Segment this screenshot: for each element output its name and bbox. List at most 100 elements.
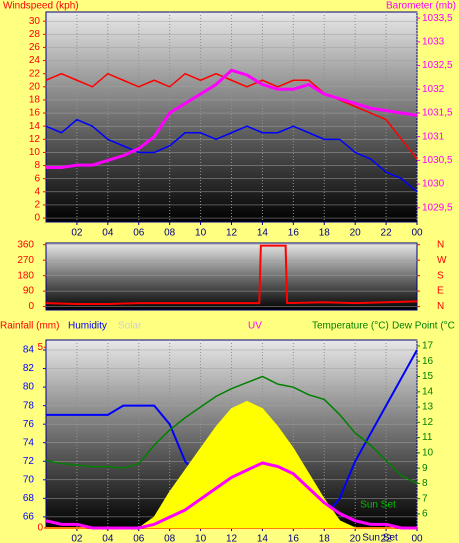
- y-tick-label: 6: [34, 173, 40, 184]
- y-tick-label: 10: [29, 147, 41, 158]
- y-tick-label: 12: [29, 134, 41, 145]
- line: [45, 375, 418, 485]
- y2-tick-label: 7: [422, 493, 428, 504]
- x-tick-label: 06: [133, 228, 145, 239]
- x-tick-label: 16: [288, 228, 300, 239]
- y-tick-label: 180: [17, 270, 34, 281]
- y2-tick-label: 1032,5: [422, 60, 453, 71]
- y-tick-label: 16: [29, 108, 41, 119]
- x-tick-label: 06: [133, 534, 145, 543]
- y2-tick-label: 15: [422, 371, 434, 382]
- y-tick-label: 84: [23, 345, 35, 356]
- legend-label: UV: [248, 321, 262, 332]
- y-tick-label: 68: [23, 493, 35, 504]
- y-tick-label: 22: [29, 68, 41, 79]
- x-tick-label: 08: [164, 534, 176, 543]
- y-tick-label: 76: [23, 419, 35, 430]
- x-tick-label: 14: [257, 228, 269, 239]
- y2-tick-label: 11: [422, 432, 433, 443]
- legend-label: Temperature (°C): [312, 321, 389, 332]
- x-tick-label: 22: [381, 228, 393, 239]
- y2-tick-label: 6: [422, 509, 428, 520]
- x-tick-label: 04: [102, 534, 114, 543]
- y-tick-label: 74: [23, 437, 35, 448]
- x-tick-label: 18: [319, 228, 331, 239]
- x-tick-label: 04: [102, 228, 114, 239]
- y2-tick-label: 1033: [422, 37, 445, 48]
- x-tick-label: 20: [350, 228, 362, 239]
- x-tick-label: 10: [195, 534, 207, 543]
- line: [45, 72, 418, 160]
- y2-tick-label: 12: [422, 417, 434, 428]
- x-tick-label: 18: [319, 534, 331, 543]
- y2-tick-label: 9: [422, 463, 428, 474]
- y3-tick-label: 5: [37, 342, 43, 353]
- y-tick-label: 26: [29, 42, 41, 53]
- y2-tick-label: E: [437, 286, 444, 297]
- line: [45, 118, 418, 193]
- y-tick-label: 270: [17, 255, 34, 266]
- y-tick-label: 24: [29, 55, 41, 66]
- y-tick-label: 80: [23, 382, 35, 393]
- line: [45, 244, 418, 305]
- x-tick-label: 20: [350, 534, 362, 543]
- legend-label: Rainfall (mm): [0, 321, 59, 332]
- y-tick-label: 0: [28, 301, 34, 312]
- y2-tick-label: W: [437, 255, 447, 266]
- y-tick-label: 70: [23, 474, 35, 485]
- y2-tick-label: 17: [422, 341, 434, 352]
- x-tick-label: 12: [226, 534, 238, 543]
- y2-tick-label: 14: [422, 386, 434, 397]
- x-tick-label: 08: [164, 228, 176, 239]
- y2-tick-label: 13: [422, 402, 434, 413]
- x-tick-label: 22: [381, 534, 393, 543]
- y-tick-label: 90: [23, 286, 35, 297]
- y-tick-label: 20: [29, 81, 41, 92]
- y2-tick-label: 1030,5: [422, 155, 453, 166]
- y2-tick-label: 16: [422, 356, 434, 367]
- y2-tick-label: 1031,5: [422, 108, 453, 119]
- line: [45, 461, 417, 530]
- y-tick-label: 78: [23, 400, 35, 411]
- y2-tick-label: 1030: [422, 179, 445, 190]
- area: [46, 400, 417, 529]
- y2-tick-label: 1033,5: [422, 13, 453, 24]
- x-tick-label: 02: [71, 228, 83, 239]
- y-tick-label: 2: [34, 200, 40, 211]
- x-tick-label: 10: [195, 228, 207, 239]
- y-tick-label: 72: [23, 456, 35, 467]
- y2-tick-label: 1031: [422, 131, 445, 142]
- plot-area: [45, 242, 418, 311]
- y2-tick-label: N: [437, 301, 444, 312]
- y2-tick-label: 10: [422, 448, 434, 459]
- y2-tick-label: 1029,5: [422, 202, 453, 213]
- x-tick-label: 00: [411, 534, 423, 543]
- y2-tick-label: S: [437, 270, 444, 281]
- y-tick-label: 66: [23, 512, 35, 523]
- line: [46, 68, 418, 169]
- legend-label: Solar: [118, 321, 142, 332]
- y2-tick-label: 8: [422, 478, 428, 489]
- y-tick-label: 4: [34, 186, 40, 197]
- y-tick-label: 360: [17, 239, 34, 250]
- y2-tick-label: N: [437, 239, 444, 250]
- y2-axis-label: Barometer (mb): [386, 1, 456, 12]
- y2-tick-label: 1032: [422, 84, 445, 95]
- x-tick-label: 14: [257, 534, 269, 543]
- y-tick-label: 28: [29, 29, 41, 40]
- y-tick-label: 8: [34, 160, 40, 171]
- y-tick-label: 14: [29, 121, 41, 132]
- y-tick-label: 18: [29, 95, 41, 106]
- legend-label: Dew Point (°C: [392, 321, 455, 332]
- annotation: Sun Set: [360, 500, 396, 511]
- x-tick-label: 12: [226, 228, 238, 239]
- legend-label: Humidity: [68, 321, 107, 332]
- x-tick-label: 16: [288, 534, 300, 543]
- annotation: Sun Set: [362, 533, 398, 543]
- y-tick-label: 0: [34, 213, 40, 224]
- y-axis-label: Windspeed (kph): [3, 1, 79, 12]
- x-tick-label: 00: [411, 228, 423, 239]
- y-tick-label: 82: [23, 363, 35, 374]
- y-tick-label: 30: [29, 16, 41, 27]
